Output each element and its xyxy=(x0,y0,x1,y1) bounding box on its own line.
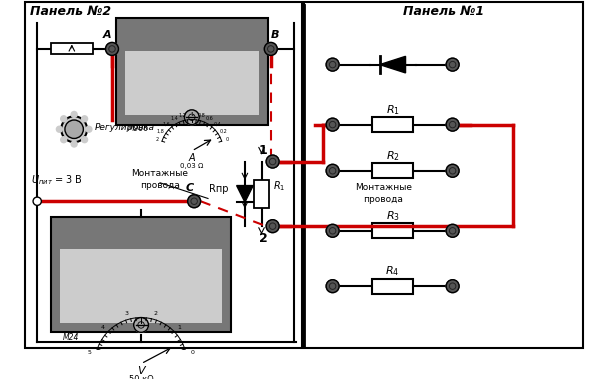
Circle shape xyxy=(134,318,148,332)
Polygon shape xyxy=(237,186,253,202)
Circle shape xyxy=(71,111,78,118)
Text: Монтажные
провода: Монтажные провода xyxy=(355,183,412,204)
Text: $R_1$: $R_1$ xyxy=(385,103,399,117)
Circle shape xyxy=(446,58,459,71)
Circle shape xyxy=(446,164,459,177)
Text: Регулировка: Регулировка xyxy=(94,123,154,132)
Circle shape xyxy=(65,120,83,138)
Circle shape xyxy=(71,140,78,148)
Text: 2: 2 xyxy=(259,232,268,245)
Text: $R_4$: $R_4$ xyxy=(385,265,399,278)
Text: Rпр: Rпр xyxy=(209,184,229,194)
Text: V: V xyxy=(137,366,145,376)
Text: 1,2: 1,2 xyxy=(179,113,187,117)
Text: $R_1$: $R_1$ xyxy=(272,180,285,193)
Text: 1: 1 xyxy=(178,325,181,330)
Bar xyxy=(51,43,92,55)
Text: $R_3$: $R_3$ xyxy=(385,209,399,223)
Text: 2: 2 xyxy=(153,310,157,316)
Text: 0,2: 0,2 xyxy=(219,128,227,134)
Circle shape xyxy=(326,164,339,177)
Text: 0: 0 xyxy=(226,137,229,142)
Circle shape xyxy=(326,118,339,131)
Circle shape xyxy=(326,58,339,71)
Text: 0,6: 0,6 xyxy=(206,116,213,121)
Bar xyxy=(372,223,413,238)
Text: $U_{пит}$ = 3 В: $U_{пит}$ = 3 В xyxy=(31,173,83,187)
Bar xyxy=(51,217,231,332)
Text: М906: М906 xyxy=(128,124,149,133)
Text: В: В xyxy=(271,30,280,40)
Text: М24: М24 xyxy=(63,334,80,342)
Circle shape xyxy=(446,280,459,293)
Text: А: А xyxy=(103,30,112,40)
Circle shape xyxy=(60,115,67,122)
Circle shape xyxy=(56,125,63,133)
Text: 1,6: 1,6 xyxy=(163,122,170,127)
Text: С: С xyxy=(185,183,193,193)
Circle shape xyxy=(81,136,88,143)
Circle shape xyxy=(266,155,279,168)
Bar xyxy=(116,19,268,125)
Circle shape xyxy=(60,136,67,143)
Text: 0,8: 0,8 xyxy=(197,113,205,117)
Circle shape xyxy=(446,118,459,131)
Text: 1: 1 xyxy=(259,144,268,157)
Text: 50 кΩ: 50 кΩ xyxy=(129,375,153,379)
Bar xyxy=(254,180,269,208)
Circle shape xyxy=(266,220,279,233)
Bar xyxy=(25,2,302,348)
Circle shape xyxy=(188,195,201,208)
Bar xyxy=(304,2,583,348)
Text: Панель №1: Панель №1 xyxy=(403,5,484,17)
Bar xyxy=(125,51,259,115)
Text: 1,4: 1,4 xyxy=(170,116,178,121)
Circle shape xyxy=(81,115,88,122)
Bar xyxy=(372,163,413,178)
Circle shape xyxy=(61,116,87,142)
Text: 1: 1 xyxy=(190,111,193,116)
Bar xyxy=(372,117,413,132)
Bar xyxy=(60,249,222,323)
Circle shape xyxy=(264,42,277,55)
Circle shape xyxy=(184,110,199,125)
Text: А: А xyxy=(188,153,195,163)
Text: 1,8: 1,8 xyxy=(157,128,165,134)
Circle shape xyxy=(106,42,119,55)
Text: Панель №2: Панель №2 xyxy=(30,5,111,17)
Text: 0,03 Ω: 0,03 Ω xyxy=(180,163,204,169)
Bar xyxy=(372,279,413,294)
Text: 3: 3 xyxy=(125,310,129,316)
Circle shape xyxy=(33,197,41,205)
Text: 0: 0 xyxy=(190,350,195,355)
Text: Монтажные
провода: Монтажные провода xyxy=(131,169,188,190)
Text: 0,4: 0,4 xyxy=(213,122,221,127)
Text: $R_2$: $R_2$ xyxy=(385,149,399,163)
Circle shape xyxy=(85,125,92,133)
Circle shape xyxy=(326,224,339,237)
Circle shape xyxy=(326,280,339,293)
Circle shape xyxy=(446,224,459,237)
Text: 5: 5 xyxy=(88,350,92,355)
Text: 4: 4 xyxy=(101,325,105,330)
Polygon shape xyxy=(379,56,406,73)
Text: 2: 2 xyxy=(155,137,158,142)
